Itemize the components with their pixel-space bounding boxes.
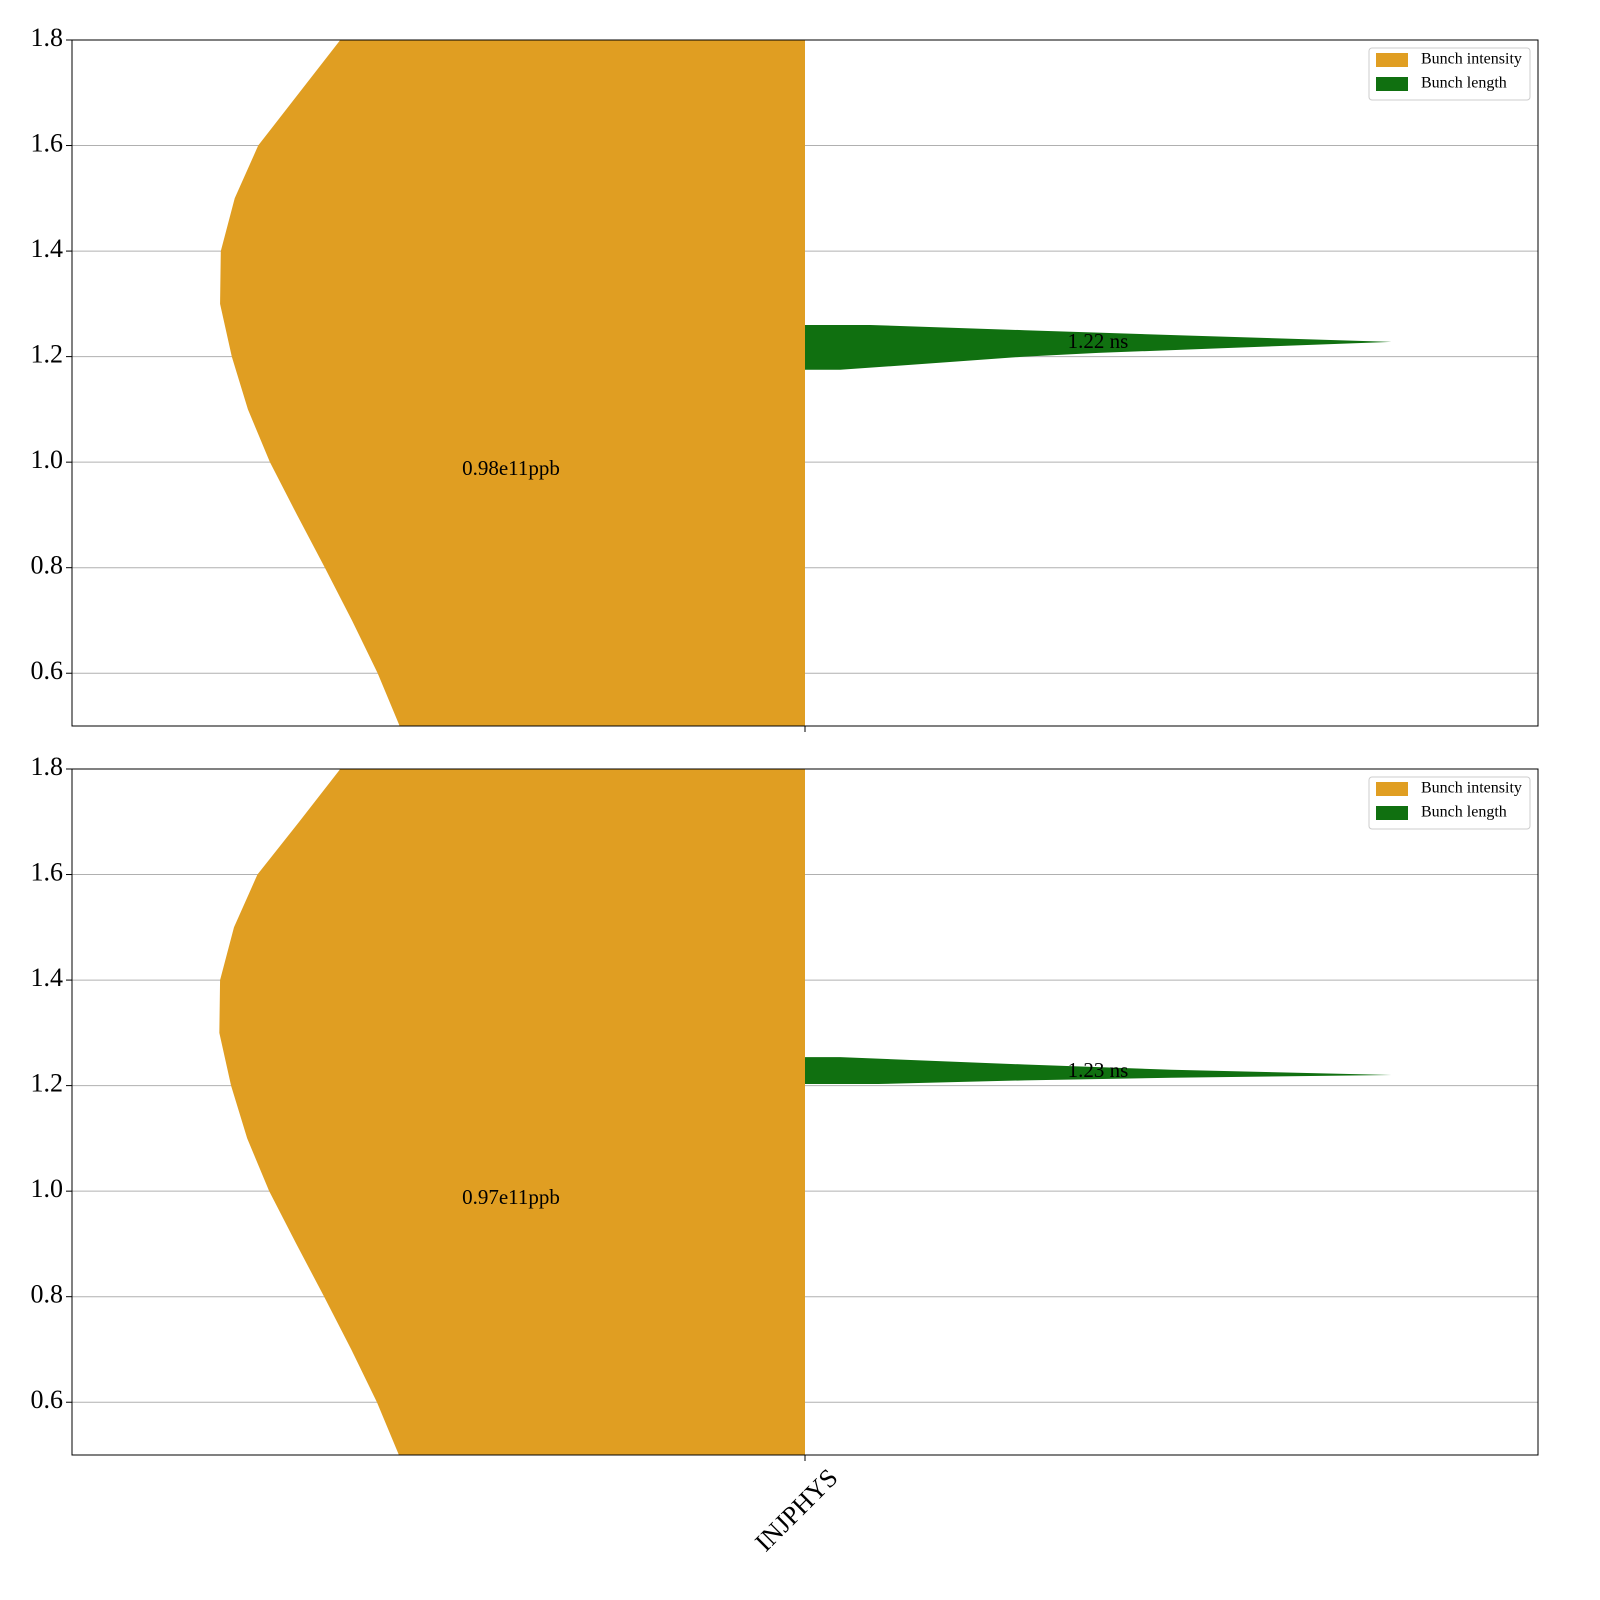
- annotation: 0.97e11ppb: [462, 1185, 560, 1209]
- legend-label: Bunch length: [1421, 804, 1507, 821]
- y-tick-label: 0.6: [31, 1385, 64, 1414]
- y-tick-label: 1.6: [31, 129, 64, 158]
- y-tick-label: 1.0: [31, 445, 64, 474]
- y-tick-label: 1.0: [31, 1174, 64, 1203]
- legend-label: Bunch intensity: [1421, 51, 1522, 68]
- y-tick-label: 1.2: [31, 340, 64, 369]
- legend-label: Bunch length: [1421, 75, 1507, 92]
- x-tick-label: INJPHYS: [749, 1463, 843, 1557]
- y-tick-label: 1.4: [31, 963, 64, 992]
- y-tick-label: 1.6: [31, 858, 64, 887]
- violin-half: [805, 1057, 1392, 1085]
- legend-swatch: [1376, 782, 1408, 796]
- violins: [220, 40, 1392, 726]
- violin-half: [805, 324, 1392, 370]
- y-tick-label: 1.8: [31, 23, 64, 52]
- y-tick-label: 1.2: [31, 1069, 64, 1098]
- y-tick-label: 1.4: [31, 234, 64, 263]
- annotation: 0.98e11ppb: [462, 456, 560, 480]
- violin-half: [219, 769, 805, 1455]
- legend-swatch: [1376, 77, 1408, 91]
- violin-half: [220, 40, 806, 726]
- y-tick-label: 1.8: [31, 752, 64, 781]
- y-tick-label: 0.8: [31, 551, 64, 580]
- legend-swatch: [1376, 53, 1408, 67]
- y-tick-label: 0.6: [31, 656, 64, 685]
- annotation: 1.23 ns: [1068, 1058, 1129, 1082]
- annotation: 1.22 ns: [1068, 329, 1129, 353]
- legend-box: [1368, 776, 1531, 830]
- legend-label: Bunch intensity: [1421, 780, 1522, 797]
- violins: [219, 769, 1392, 1455]
- y-tick-label: 0.8: [31, 1280, 64, 1309]
- legend-swatch: [1376, 806, 1408, 820]
- legend-box: [1368, 47, 1531, 101]
